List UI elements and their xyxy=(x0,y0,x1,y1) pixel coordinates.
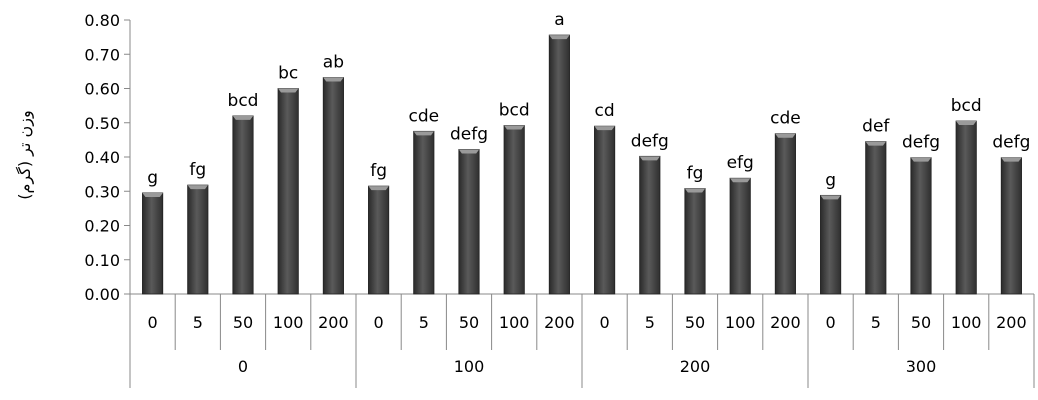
bar-data-label: a xyxy=(554,10,564,30)
bar-top xyxy=(232,115,254,120)
bar-data-label: fg xyxy=(370,161,387,181)
bar xyxy=(594,125,616,295)
x-category-label: 100 xyxy=(951,313,982,332)
y-tick-label: 0.30 xyxy=(84,182,120,201)
bar-top xyxy=(639,156,660,161)
bar-data-label: ab xyxy=(323,53,344,73)
bar-data-label: defg xyxy=(450,124,488,144)
bar-data-label: cde xyxy=(770,109,801,129)
bar xyxy=(232,115,254,295)
bar xyxy=(910,157,932,295)
bar-data-label: g xyxy=(825,170,836,190)
bar xyxy=(955,120,977,295)
y-tick-label: 0.10 xyxy=(84,251,120,270)
bar-data-label: g xyxy=(147,168,158,188)
bar-data-label: bcd xyxy=(228,91,259,111)
bar xyxy=(865,141,887,295)
x-category-label: 5 xyxy=(645,313,655,332)
y-tick-label: 0.60 xyxy=(84,80,120,99)
bar-data-label: fg xyxy=(687,164,704,184)
bar xyxy=(820,194,842,295)
bar-data-label: bcd xyxy=(499,100,530,120)
bar xyxy=(142,192,164,295)
x-category-label: 200 xyxy=(770,313,801,332)
bar-top xyxy=(730,178,751,183)
bar xyxy=(774,133,796,295)
x-category-label: 200 xyxy=(318,313,349,332)
bar-top xyxy=(820,195,841,200)
bar-top xyxy=(775,133,796,138)
x-category-label: 5 xyxy=(419,313,429,332)
bar xyxy=(368,185,390,295)
bar-top xyxy=(187,185,208,190)
bar-top xyxy=(1001,157,1022,162)
bar-top xyxy=(278,88,299,93)
bar-data-label: cde xyxy=(408,106,439,126)
bar-top xyxy=(956,121,977,126)
x-group-label: 0 xyxy=(238,357,248,376)
bar-top xyxy=(865,141,886,146)
bar xyxy=(1000,157,1022,295)
x-category-label: 0 xyxy=(374,313,384,332)
bar xyxy=(548,34,570,295)
bar-top xyxy=(368,186,389,191)
bar-top xyxy=(549,35,570,40)
x-category-label: 100 xyxy=(273,313,304,332)
x-category-label: 0 xyxy=(600,313,610,332)
bar-data-label: cd xyxy=(595,101,615,121)
bar-data-label: def xyxy=(862,117,890,137)
bar xyxy=(639,155,661,295)
bar-data-label: efg xyxy=(727,153,754,173)
x-category-label: 50 xyxy=(459,313,479,332)
y-tick-label: 0.40 xyxy=(84,148,120,167)
x-category-label: 200 xyxy=(996,313,1027,332)
axes xyxy=(124,19,1035,388)
bar-top xyxy=(910,157,932,162)
bar xyxy=(503,125,525,295)
y-tick-label: 0.20 xyxy=(84,217,120,236)
x-category-label: 100 xyxy=(725,313,756,332)
bar xyxy=(277,88,299,295)
labels: 0.00 0.10 0.20 0.30 0.40 0.50 0.60 0.70 0.80 g 0 fg… xyxy=(84,10,1030,376)
bar-top xyxy=(504,125,525,130)
bar xyxy=(458,149,480,295)
x-category-label: 5 xyxy=(871,313,881,332)
bar xyxy=(413,130,435,295)
y-tick-label: 0.00 xyxy=(84,285,120,304)
x-category-label: 50 xyxy=(233,313,253,332)
y-tick-label: 0.70 xyxy=(84,45,120,64)
bar-data-label: bcd xyxy=(951,96,982,116)
y-tick-label: 0.50 xyxy=(84,114,120,133)
x-category-label: 0 xyxy=(826,313,836,332)
bar-top xyxy=(684,188,706,193)
x-category-label: 5 xyxy=(193,313,203,332)
bar-data-label: bc xyxy=(278,64,298,84)
x-group-label: 300 xyxy=(906,357,937,376)
bar-data-label: defg xyxy=(902,133,940,153)
x-category-label: 0 xyxy=(148,313,158,332)
bar-top xyxy=(323,77,344,82)
bar-top xyxy=(413,131,434,136)
x-category-label: 50 xyxy=(685,313,705,332)
bar-data-label: defg xyxy=(631,131,669,151)
bar xyxy=(187,184,209,295)
bar-top xyxy=(458,149,480,154)
bar-top xyxy=(594,126,615,131)
x-group-label: 100 xyxy=(454,357,485,376)
bar-data-label: fg xyxy=(189,160,206,180)
bar-data-label: defg xyxy=(992,133,1030,153)
bar xyxy=(729,177,751,295)
bar xyxy=(684,188,706,295)
x-category-label: 100 xyxy=(499,313,530,332)
x-category-label: 50 xyxy=(911,313,931,332)
y-tick-label: 0.80 xyxy=(84,11,120,30)
y-axis-label: وزن تر (گرم) xyxy=(15,110,35,200)
bars xyxy=(142,34,1022,295)
x-group-label: 200 xyxy=(680,357,711,376)
bar xyxy=(322,77,344,295)
x-category-label: 200 xyxy=(544,313,575,332)
bar-top xyxy=(142,192,163,197)
